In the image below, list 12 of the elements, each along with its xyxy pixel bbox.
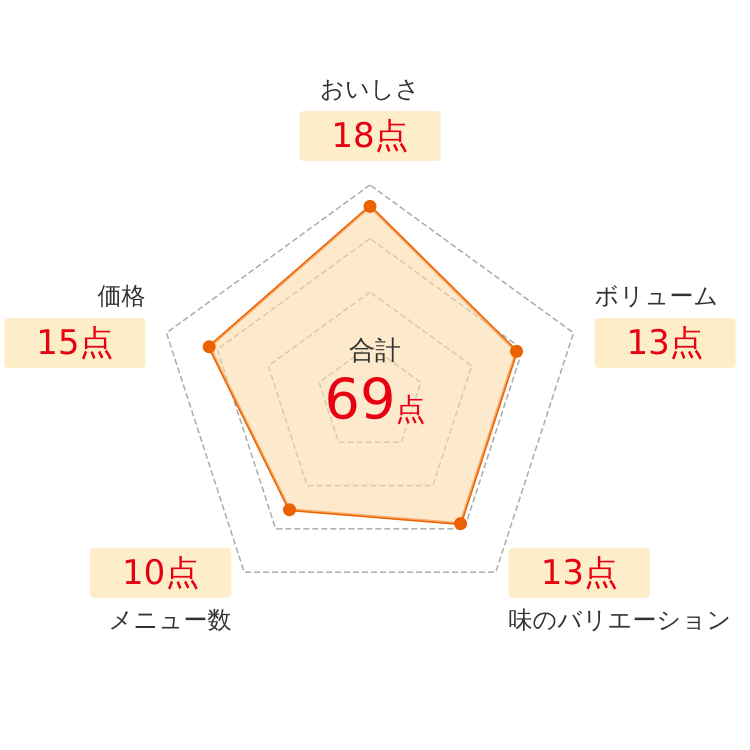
spoke-label: 味のバリエーション <box>508 606 732 634</box>
spoke-label: 価格 <box>98 282 146 310</box>
spoke-label: ボリューム <box>594 282 718 310</box>
text: 69点 <box>324 368 426 432</box>
text: 合計 <box>349 336 401 366</box>
text: 15点 <box>36 323 114 364</box>
spoke-label: おいしさ <box>320 75 420 103</box>
text: 18点 <box>331 116 409 156</box>
text: 13点 <box>626 323 704 364</box>
text: 10点 <box>122 552 200 593</box>
spoke-label: メニュー数 <box>108 606 232 634</box>
text: 13点 <box>540 552 618 593</box>
